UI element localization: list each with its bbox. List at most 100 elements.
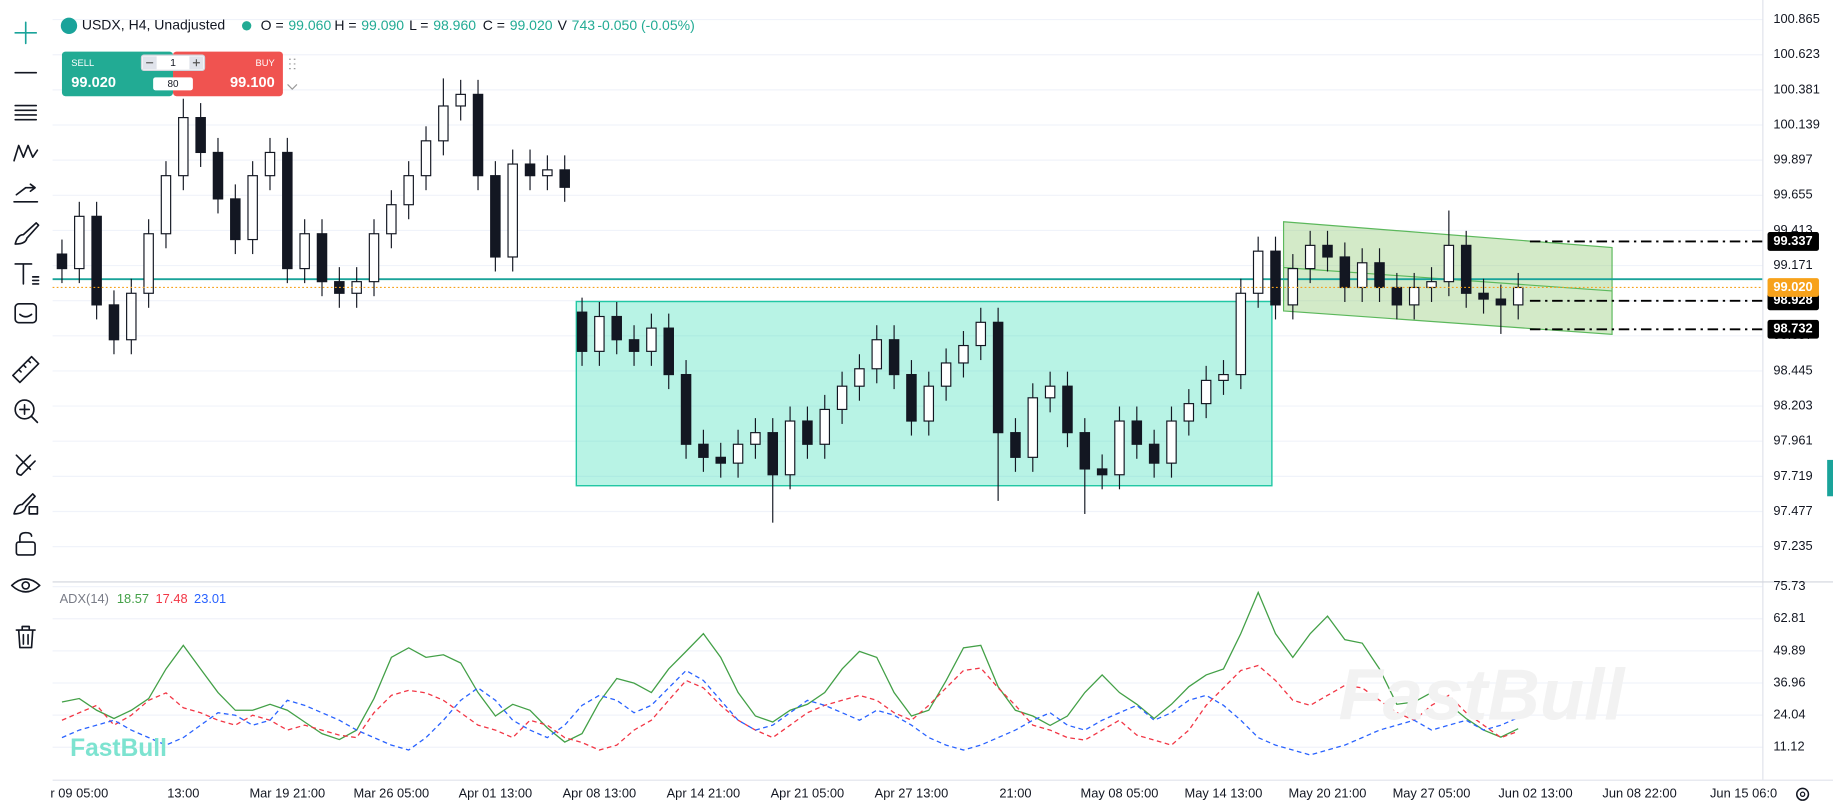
delete-tool[interactable] xyxy=(15,625,36,649)
candle-body xyxy=(975,321,987,347)
adx-line xyxy=(61,664,1519,751)
candle-body xyxy=(559,169,570,188)
candle-body xyxy=(715,456,726,464)
candle-body xyxy=(368,233,380,283)
candle-body xyxy=(992,321,1004,434)
ohlc-label: V xyxy=(558,17,568,33)
candle-body xyxy=(628,339,640,352)
lots: 80 xyxy=(167,79,179,90)
candle-body xyxy=(230,198,241,241)
expand-chevron[interactable] xyxy=(287,84,298,90)
candle-body xyxy=(108,304,120,341)
labels: 100.865 100.623 100.381 100.139 99.897 99.655… xyxy=(50,11,1819,801)
candle-body xyxy=(680,373,692,445)
visibility-tool[interactable] xyxy=(10,578,41,593)
candle-body xyxy=(594,315,605,352)
candle-body xyxy=(1356,262,1368,289)
watermark: FastBull xyxy=(1339,655,1627,736)
pattern-tool[interactable] xyxy=(13,144,39,162)
zoom-plus xyxy=(19,403,39,424)
adx-tick-label: 49.89 xyxy=(1773,642,1805,657)
watermark-small: FastBull xyxy=(70,735,167,762)
price-tick-label: 100.381 xyxy=(1773,81,1819,96)
gear-icon[interactable] xyxy=(1796,787,1810,801)
prediction-tool[interactable] xyxy=(13,183,39,203)
candle-body xyxy=(438,105,449,142)
ohlc-value: 98.960 xyxy=(433,17,476,33)
sell-price: 99.020 xyxy=(71,75,116,91)
fib-tool[interactable] xyxy=(14,104,38,121)
marks xyxy=(52,78,1763,756)
time-label: 21:00 xyxy=(999,786,1031,801)
text-tool[interactable] xyxy=(14,263,40,285)
toolbar-bg xyxy=(0,0,48,806)
crosshair-tool[interactable] xyxy=(14,21,38,45)
market-status xyxy=(241,21,252,31)
ohlc-value: 99.020 xyxy=(510,17,553,33)
candle-body xyxy=(1443,244,1455,283)
ohlc-item: H = 99.090 xyxy=(334,17,404,33)
time-label: Mar 19 21:00 xyxy=(249,786,325,801)
axes xyxy=(52,0,1833,781)
candle-body xyxy=(507,163,518,258)
candle-body xyxy=(1010,432,1021,458)
candle-body xyxy=(1183,403,1195,422)
candle-body xyxy=(646,327,657,352)
candle-body xyxy=(1322,244,1333,258)
candle-body xyxy=(940,362,952,387)
time-label: Mar 26 05:00 xyxy=(353,786,429,801)
brush-tool[interactable] xyxy=(14,222,40,245)
candle-body xyxy=(732,443,744,464)
candle-body xyxy=(611,315,622,341)
sell-label: SELL xyxy=(71,58,94,68)
candle-body xyxy=(91,215,102,306)
quantity-box[interactable] xyxy=(140,54,206,71)
candle-body xyxy=(160,175,172,235)
time-label: Apr 08 13:00 xyxy=(563,786,637,801)
emoji-tool[interactable] xyxy=(14,303,38,324)
candle-body xyxy=(1460,244,1472,294)
candle-body xyxy=(802,420,813,445)
candle-body xyxy=(126,292,137,341)
price-tick-label: 100.139 xyxy=(1773,116,1819,131)
ohlc-value: 99.060 xyxy=(288,17,331,33)
candle-body xyxy=(750,432,761,445)
ohlc-item: V 743 xyxy=(558,17,596,33)
candle-body xyxy=(1391,286,1403,306)
buy-label: BUY xyxy=(256,58,276,68)
ohlc-value: -0.050 (-0.05%) xyxy=(597,17,694,33)
price-tick-label: 99.171 xyxy=(1773,257,1812,272)
candle-body xyxy=(1096,468,1108,476)
candle-body xyxy=(1408,286,1420,306)
candle-body xyxy=(1044,385,1056,399)
time-label: Jun 08 22:00 xyxy=(1602,786,1676,801)
candle-body xyxy=(836,385,848,411)
trade-widget: SELL 99.020 BUY 99.100 1 80 xyxy=(61,51,298,97)
candle-body xyxy=(1062,385,1073,434)
drag-handle[interactable] xyxy=(289,58,296,70)
lock-drawings[interactable] xyxy=(13,493,39,515)
price-level-label: 99.020 xyxy=(1773,279,1812,294)
candle-body xyxy=(1114,420,1125,476)
settings-button[interactable] xyxy=(1796,787,1810,801)
magnet-tool[interactable] xyxy=(15,454,36,476)
side-panel-tab[interactable] xyxy=(1827,459,1833,497)
candle-body xyxy=(1131,420,1143,445)
candle-body xyxy=(1426,281,1437,289)
ohlc-label: L = xyxy=(409,17,428,33)
candle-body xyxy=(784,420,796,476)
price-tick-label: 98.445 xyxy=(1773,362,1812,377)
candle-body xyxy=(958,344,969,364)
time-label: May 08 05:00 xyxy=(1081,786,1159,801)
candle-body xyxy=(767,432,779,476)
ohlc-item: O = 99.060 xyxy=(261,17,332,33)
time-label: Apr 21 05:00 xyxy=(771,786,845,801)
lock-tool[interactable] xyxy=(15,541,36,556)
candle-body xyxy=(247,175,258,241)
candle-body xyxy=(455,93,466,107)
ohlc-label: C = xyxy=(483,17,505,33)
candle-body xyxy=(819,408,831,445)
candle-body xyxy=(56,253,68,270)
zoom-tool[interactable] xyxy=(14,399,35,420)
ruler-tool[interactable] xyxy=(12,355,40,384)
